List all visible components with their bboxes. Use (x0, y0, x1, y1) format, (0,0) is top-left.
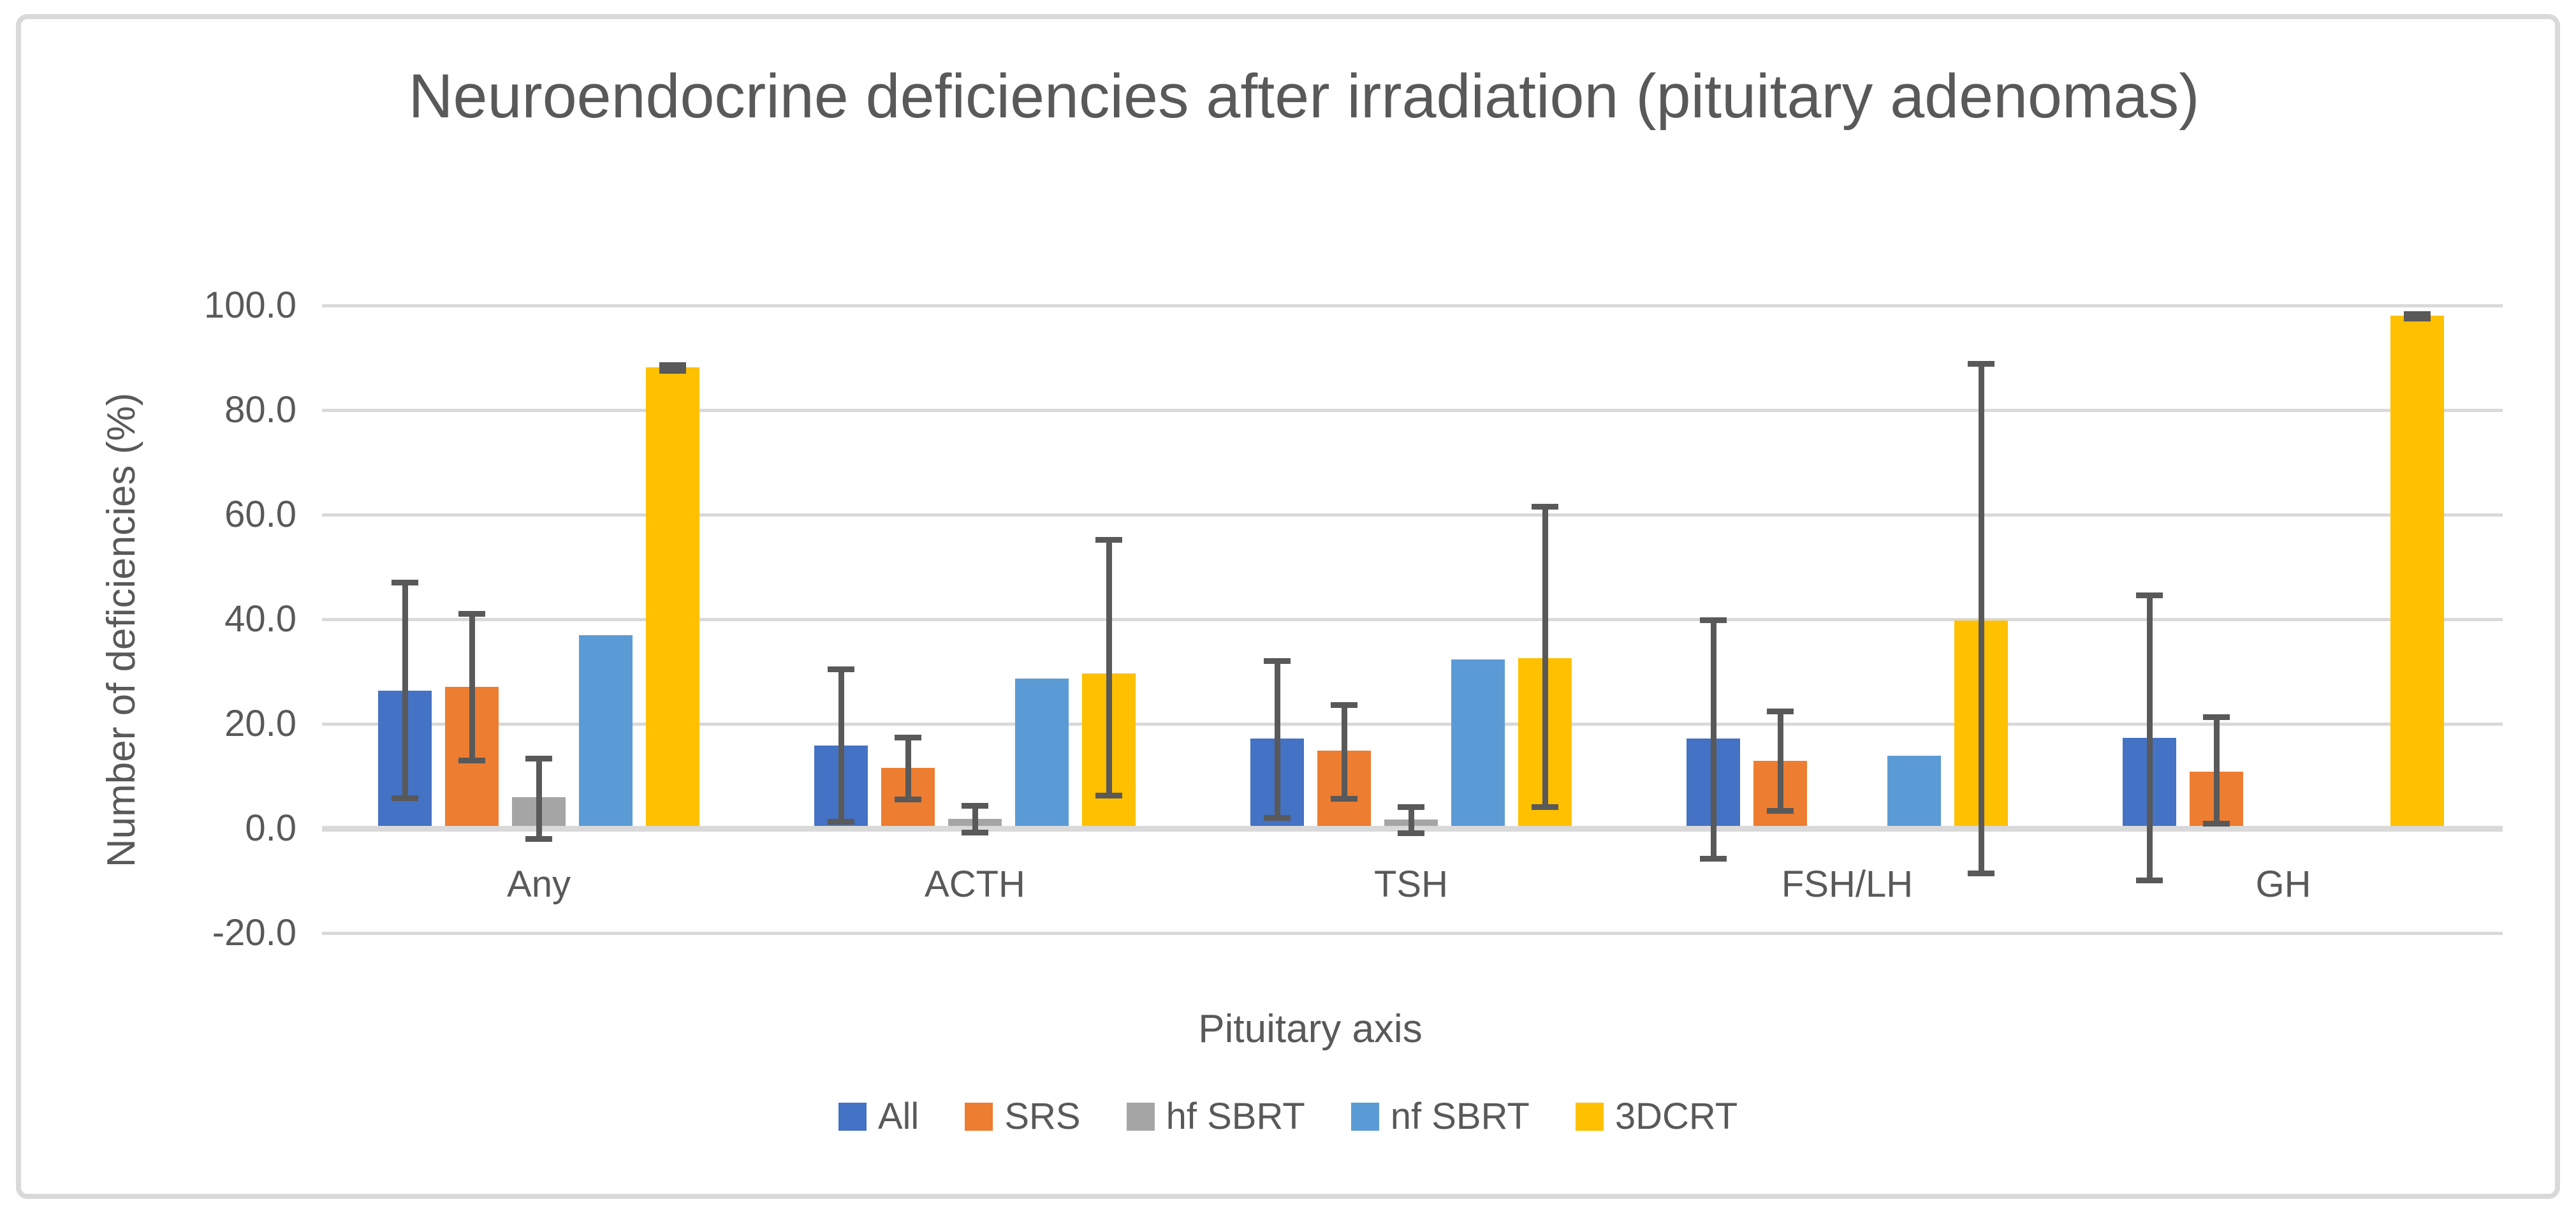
x-tick-label: Any (507, 864, 571, 905)
bar (579, 635, 633, 828)
y-tick-label: 60.0 (224, 494, 296, 535)
x-tick-label: TSH (1374, 864, 1448, 905)
error-bar-cap-top (1968, 361, 1994, 367)
legend-item: 3DCRT (1575, 1096, 1738, 1137)
error-bar-cap-bottom (659, 367, 686, 374)
error-bar-cap-bottom (458, 758, 485, 764)
error-bar-cap-top (1331, 702, 1358, 708)
y-tick-label: 40.0 (224, 598, 296, 640)
legend-swatch (1575, 1103, 1604, 1131)
error-bar-cap-bottom (1095, 792, 1122, 798)
error-bar-cap-bottom (392, 795, 418, 801)
y-tick-label: -20.0 (212, 912, 296, 953)
legend: All SRS hf SBRT nf SBRT 3DCRT (0, 1098, 2576, 1135)
error-bar-line (1274, 660, 1280, 818)
error-bar-cap-bottom (1264, 814, 1291, 821)
error-bar-line (2213, 716, 2220, 823)
error-bar-cap-bottom (962, 829, 988, 835)
error-bar-cap-top (1532, 503, 1558, 510)
legend-item: All (838, 1098, 919, 1135)
error-bar-cap-bottom (1968, 870, 1994, 876)
error-bar-line (1777, 710, 1783, 811)
bar (1451, 659, 1505, 828)
error-bar-line (1542, 506, 1548, 807)
error-bar-cap-top (458, 610, 485, 617)
legend-swatch (1126, 1103, 1155, 1131)
legend-item: nf SBRT (1350, 1096, 1530, 1137)
legend-swatch (1350, 1103, 1379, 1131)
gridline (322, 409, 2503, 412)
legend-item: hf SBRT (1126, 1096, 1305, 1137)
error-bar-cap-top (828, 666, 854, 672)
error-bar-line (2146, 595, 2153, 881)
error-bar-cap-top (1767, 708, 1794, 714)
error-bar-cap-bottom (1331, 796, 1358, 802)
error-bar-line (838, 668, 844, 822)
legend-swatch (838, 1103, 867, 1131)
chart-title: Neuroendocrine deficiencies after irradi… (408, 61, 2200, 131)
error-bar-cap-top (659, 362, 686, 368)
error-bar-cap-bottom (1767, 808, 1794, 814)
error-bar-cap-top (962, 802, 988, 809)
error-bar-cap-top (1264, 658, 1291, 664)
x-tick-label: FSH/LH (1781, 864, 1914, 905)
legend-label: SRS (1004, 1096, 1081, 1137)
error-bar-cap-top (2203, 714, 2230, 720)
error-bar-cap-bottom (2404, 315, 2431, 321)
error-bar-line (536, 758, 542, 839)
error-bar-line (1106, 539, 1112, 795)
error-bar-cap-top (2404, 311, 2431, 318)
error-bar-line (1408, 807, 1414, 834)
legend-label: hf SBRT (1166, 1096, 1305, 1137)
bar (2390, 316, 2444, 828)
error-bar-cap-top (392, 579, 418, 585)
bar (646, 367, 699, 828)
chart-frame (16, 14, 2560, 1199)
error-bar-cap-bottom (1398, 830, 1424, 837)
legend-label: All (877, 1096, 919, 1137)
error-bar-cap-top (1398, 804, 1424, 811)
y-tick-label: 20.0 (224, 703, 296, 744)
gridline (322, 513, 2503, 517)
legend-swatch (965, 1103, 993, 1131)
error-bar-line (402, 582, 408, 798)
y-tick-label: 0.0 (245, 807, 296, 849)
error-bar-cap-bottom (1532, 804, 1558, 811)
error-bar-cap-top (525, 756, 552, 762)
error-bar-cap-bottom (2203, 820, 2230, 827)
gridline (322, 723, 2503, 726)
y-tick-label: 100.0 (203, 284, 296, 326)
error-bar-line (972, 805, 978, 832)
error-bar-line (1710, 619, 1716, 858)
error-bar-cap-top (1095, 536, 1122, 543)
error-bar-line (1978, 364, 1984, 873)
x-tick-label: GH (2255, 864, 2311, 905)
error-bar-cap-top (2136, 592, 2163, 599)
error-bar-cap-top (1700, 617, 1727, 623)
gridline (322, 618, 2503, 621)
legend-item: SRS (965, 1096, 1081, 1137)
gridline (322, 304, 2503, 307)
x-axis-title: Pituitary axis (1198, 1007, 1423, 1051)
error-bar-cap-bottom (895, 797, 921, 803)
y-axis-title: Number of deficiencies (%) (99, 392, 143, 868)
error-bar-cap-bottom (828, 819, 854, 825)
legend-label: nf SBRT (1390, 1096, 1530, 1137)
gridline (322, 932, 2503, 935)
y-tick-label: 80.0 (224, 389, 296, 430)
error-bar-cap-bottom (2136, 878, 2163, 884)
legend-label: 3DCRT (1614, 1096, 1738, 1137)
bar (1015, 679, 1069, 828)
error-bar-line (1341, 704, 1347, 799)
error-bar-line (905, 737, 911, 800)
error-bar-cap-bottom (525, 836, 552, 842)
error-bar-cap-bottom (1700, 855, 1727, 862)
bar (1887, 756, 1941, 828)
error-bar-cap-top (895, 735, 921, 741)
x-tick-label: ACTH (925, 864, 1025, 905)
error-bar-line (469, 613, 475, 761)
